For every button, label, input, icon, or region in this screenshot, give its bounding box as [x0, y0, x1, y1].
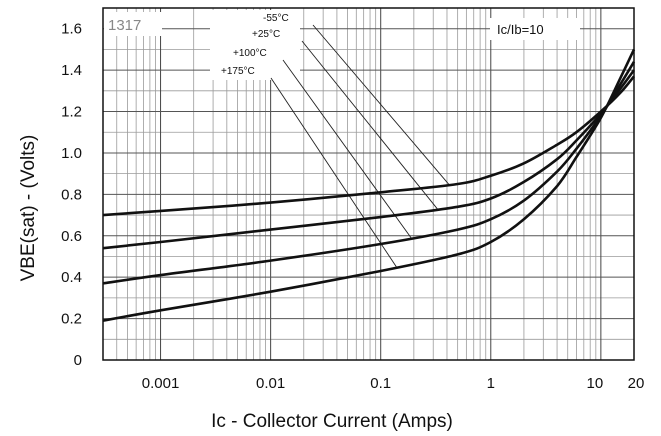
condition-label: Ic/Ib=10 — [497, 22, 544, 37]
x-tick-label: 10 — [587, 375, 604, 392]
y-tick-label: 1.2 — [61, 104, 82, 121]
y-axis-label: VBE(sat) - (Volts) — [18, 135, 39, 282]
series-group — [102, 48, 636, 322]
series-line-4 — [102, 48, 636, 322]
y-tick-label: 1.0 — [61, 145, 82, 162]
series-labels: -55°C +25°C +100°C +175°C — [221, 13, 289, 77]
series-pointer-lines — [210, 10, 450, 268]
series-label: +25°C — [252, 29, 280, 40]
y-tick-label: 0.4 — [61, 269, 82, 286]
y-tick-label: 1.6 — [61, 21, 82, 38]
series-label-background — [210, 10, 300, 80]
series-label: +100°C — [233, 48, 267, 59]
condition-box — [490, 18, 580, 40]
series-line-1 — [102, 75, 636, 217]
series-pointer-line — [312, 24, 450, 186]
y-tick-label: 0 — [74, 352, 82, 369]
x-axis-label: Ic - Collector Current (Amps) — [211, 411, 453, 432]
series-line-2 — [102, 69, 636, 250]
series-pointer-line — [270, 77, 398, 268]
y-tick-label: 0.6 — [61, 228, 82, 245]
x-tick-label: 20 — [628, 375, 645, 392]
plot-frame — [102, 7, 635, 361]
chart-code-box — [104, 12, 162, 36]
x-tick-label: 0.001 — [142, 375, 180, 392]
x-tick-labels: 0.001 0.01 0.1 1 10 20 — [142, 375, 645, 392]
x-tick-label: 0.01 — [256, 375, 285, 392]
series-pointer-line — [301, 40, 439, 210]
y-tick-labels: 0 0.2 0.4 0.6 0.8 1.0 1.2 1.4 1.6 — [61, 21, 82, 369]
series-label: -55°C — [263, 13, 289, 24]
x-tick-label: 1 — [487, 375, 495, 392]
chart-code: 1317 — [108, 17, 141, 34]
x-tick-label: 0.1 — [370, 375, 391, 392]
y-tick-label: 0.2 — [61, 311, 82, 328]
series-label: +175°C — [221, 66, 255, 77]
series-pointer-line — [282, 59, 412, 239]
series-line-3 — [102, 61, 636, 285]
y-tick-label: 0.8 — [61, 186, 82, 203]
y-tick-label: 1.4 — [61, 62, 82, 79]
